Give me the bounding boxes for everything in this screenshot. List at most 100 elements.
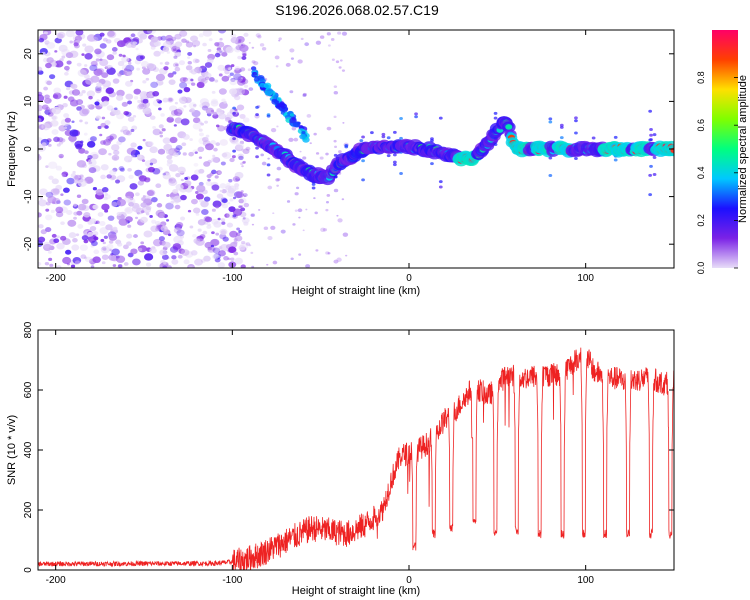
spectrogram-noise-blob xyxy=(73,211,79,216)
spectrogram-noise-blob xyxy=(166,219,170,222)
spectrogram-noise-blob xyxy=(333,85,338,89)
spectrogram-noise-blob xyxy=(290,57,294,60)
spectrogram-noise-blob xyxy=(202,230,208,235)
spectrogram-noise-blob xyxy=(84,53,93,60)
spectrogram-streak xyxy=(359,139,364,143)
spectrogram-noise-blob xyxy=(90,136,97,142)
spectrogram-noise-blob xyxy=(207,178,211,182)
spectrogram-streak xyxy=(399,116,403,120)
spectrogram-noise-blob xyxy=(341,198,345,201)
spectrogram-noise-blob xyxy=(336,214,339,217)
spectrogram-noise-blob xyxy=(300,37,304,41)
spectrogram-noise-blob xyxy=(146,190,155,196)
spectrogram-noise-blob xyxy=(242,217,246,220)
spectrogram-noise-blob xyxy=(62,256,72,265)
spectrogram-streak xyxy=(381,132,386,136)
spectrogram-noise-blob xyxy=(201,101,210,109)
spectrogram-noise-blob xyxy=(71,120,75,124)
spectrogram-noise-blob xyxy=(38,236,46,243)
spectrogram-noise-blob xyxy=(140,202,147,208)
spectrogram-noise-blob xyxy=(216,108,222,113)
spectrogram-noise-blob xyxy=(224,69,230,75)
spectrogram-noise-blob xyxy=(210,140,216,145)
spectrogram-noise-blob xyxy=(242,148,250,155)
spectrogram-noise-blob xyxy=(62,102,68,108)
spectrogram-noise-blob xyxy=(105,64,111,70)
spectrogram-streak xyxy=(232,149,236,153)
spectrogram-noise-blob xyxy=(70,83,76,88)
spectrogram-noise-blob xyxy=(161,254,169,260)
spectrogram-branch-blob xyxy=(299,133,307,140)
spectrogram-noise-blob xyxy=(228,246,237,253)
spectrogram-noise-blob xyxy=(73,203,77,207)
spectrogram-noise-blob xyxy=(44,97,52,104)
spectrogram-noise-blob xyxy=(219,189,223,193)
spectrogram-noise-blob xyxy=(137,145,143,150)
spectrogram-noise-blob xyxy=(211,231,215,235)
spectrogram-noise-blob xyxy=(159,249,168,256)
spectrogram-noise-blob xyxy=(166,51,170,54)
spectrogram-noise-blob xyxy=(248,41,251,44)
spectrogram-noise-blob xyxy=(101,261,106,265)
spectrogram-noise-blob xyxy=(64,65,70,71)
spectrogram-noise-blob xyxy=(197,228,202,232)
spectrogram-noise-blob xyxy=(38,94,45,102)
spectrogram-noise-blob xyxy=(239,140,245,145)
spectrogram-signal-halo xyxy=(666,144,674,157)
spectrogram-noise-blob xyxy=(298,216,301,219)
spectrogram-noise-blob xyxy=(187,51,193,56)
spectrogram-streak xyxy=(652,173,657,177)
spectrogram-noise-blob xyxy=(65,249,72,255)
spectrogram-noise-blob xyxy=(101,187,109,193)
spectrogram-noise-blob xyxy=(288,137,294,142)
spectrogram-noise-blob xyxy=(183,105,187,108)
spectrogram-noise-blob xyxy=(99,43,107,49)
spectrogram-streak xyxy=(493,143,498,147)
spectrogram-noise-blob xyxy=(145,205,152,211)
spectrogram-noise-blob xyxy=(177,254,183,259)
spectrogram-noise-blob xyxy=(85,77,94,85)
spectrogram-noise-blob xyxy=(49,263,54,267)
spectrogram-noise-blob xyxy=(112,78,120,84)
spectrogram-noise-blob xyxy=(38,261,42,266)
spectrogram-streak xyxy=(574,116,578,120)
spectrogram-noise-blob xyxy=(116,40,126,48)
spectrogram-noise-blob xyxy=(101,203,110,211)
spectrogram-noise-blob xyxy=(64,71,69,76)
spectrogram-noise-blob xyxy=(221,75,230,82)
spectrogram-noise-blob xyxy=(233,251,239,256)
spectrogram-y-tick-label: 0 xyxy=(23,146,34,152)
spectrogram-noise-blob xyxy=(166,116,174,123)
spectrogram-noise-blob xyxy=(190,250,198,256)
spectrogram-noise-blob xyxy=(83,212,91,218)
spectrogram-noise-blob xyxy=(134,216,139,220)
spectrogram-noise-blob xyxy=(44,40,50,45)
spectrogram-noise-blob xyxy=(298,253,302,256)
spectrogram-noise-blob xyxy=(87,231,94,237)
spectrogram-noise-blob xyxy=(198,128,203,132)
spectrogram-noise-blob xyxy=(123,155,133,163)
spectrogram-noise-blob xyxy=(122,244,129,250)
spectrogram-noise-blob xyxy=(44,42,49,46)
spectrogram-noise-blob xyxy=(276,125,279,128)
spectrogram-noise-blob xyxy=(220,161,226,166)
spectrogram-noise-blob xyxy=(101,116,106,120)
spectrogram-noise-blob xyxy=(45,62,52,69)
spectrogram-noise-blob xyxy=(57,33,64,40)
spectrogram-noise-blob xyxy=(121,101,128,107)
spectrogram-noise-blob xyxy=(48,175,54,180)
spectrogram-noise-blob xyxy=(95,115,101,120)
spectrogram-noise-blob xyxy=(243,202,250,208)
spectrogram-noise-blob xyxy=(253,61,259,66)
spectrogram-streak xyxy=(386,154,391,158)
spectrogram-noise-blob xyxy=(198,33,204,38)
spectrogram-noise-blob xyxy=(116,198,127,207)
spectrogram-noise-blob xyxy=(214,52,221,58)
spectrogram-noise-blob xyxy=(137,247,143,252)
spectrogram-noise-blob xyxy=(87,165,97,173)
spectrogram-noise-blob xyxy=(149,158,158,165)
spectrogram-noise-blob xyxy=(71,244,80,251)
spectrogram-noise-blob xyxy=(180,178,184,182)
spectrogram-noise-blob xyxy=(235,87,246,96)
spectrogram-noise-blob xyxy=(206,174,212,179)
